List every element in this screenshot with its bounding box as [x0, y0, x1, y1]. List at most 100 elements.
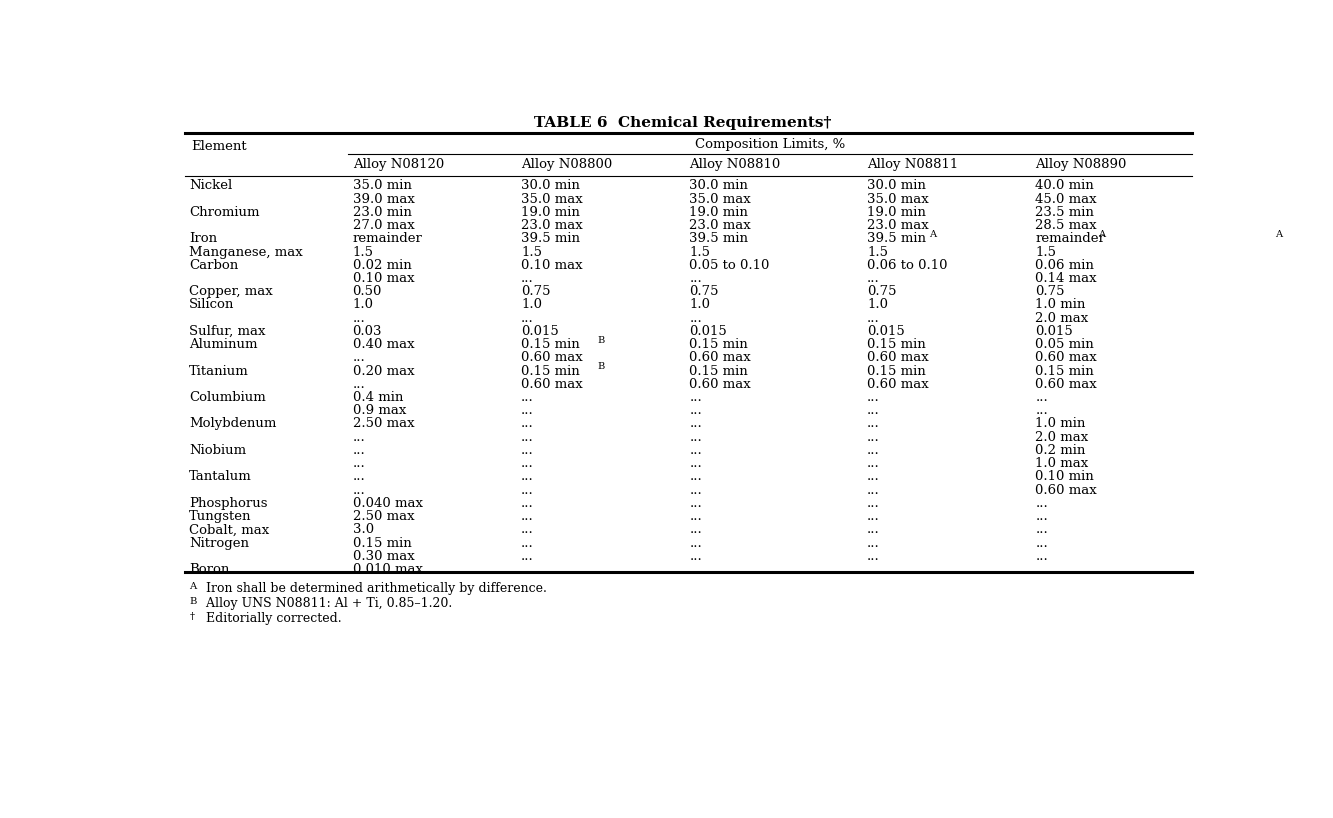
Text: Carbon: Carbon — [189, 258, 239, 272]
Text: ...: ... — [689, 470, 702, 483]
Text: †: † — [189, 612, 195, 621]
Text: Alloy N08800: Alloy N08800 — [521, 158, 612, 171]
Text: TABLE 6  Chemical Requirements†: TABLE 6 Chemical Requirements† — [535, 116, 832, 130]
Text: Alloy UNS N08811: Al + Ti, 0.85–1.20.: Alloy UNS N08811: Al + Ti, 0.85–1.20. — [201, 597, 452, 609]
Text: ...: ... — [1036, 510, 1048, 523]
Text: ...: ... — [866, 510, 880, 523]
Text: 40.0 min: 40.0 min — [1036, 179, 1094, 192]
Text: ...: ... — [1036, 497, 1048, 510]
Text: 0.040 max: 0.040 max — [352, 497, 423, 510]
Text: ...: ... — [521, 524, 533, 537]
Text: 0.75: 0.75 — [689, 285, 718, 299]
Text: Nickel: Nickel — [189, 179, 232, 192]
Text: ...: ... — [352, 470, 365, 483]
Text: 0.02 min: 0.02 min — [352, 258, 412, 272]
Text: Alloy N08811: Alloy N08811 — [866, 158, 958, 171]
Text: 19.0 min: 19.0 min — [689, 206, 748, 219]
Text: ...: ... — [1036, 404, 1048, 417]
Text: ...: ... — [866, 524, 880, 537]
Text: ...: ... — [352, 457, 365, 470]
Text: 0.60 max: 0.60 max — [521, 352, 583, 364]
Text: ...: ... — [689, 272, 702, 285]
Text: ...: ... — [689, 563, 702, 576]
Text: 0.75: 0.75 — [866, 285, 897, 299]
Text: 27.0 max: 27.0 max — [352, 219, 415, 232]
Text: 1.0: 1.0 — [689, 299, 710, 312]
Text: 23.0 max: 23.0 max — [866, 219, 929, 232]
Text: ...: ... — [866, 391, 880, 404]
Text: 0.15 min: 0.15 min — [866, 365, 926, 378]
Text: ...: ... — [866, 563, 880, 576]
Text: 35.0 min: 35.0 min — [352, 179, 412, 192]
Text: ...: ... — [1036, 550, 1048, 563]
Text: Alloy N08890: Alloy N08890 — [1036, 158, 1126, 171]
Text: ...: ... — [521, 417, 533, 430]
Text: ...: ... — [1036, 537, 1048, 550]
Text: 0.05 min: 0.05 min — [1036, 338, 1094, 351]
Text: B: B — [189, 597, 197, 606]
Text: 0.9 max: 0.9 max — [352, 404, 407, 417]
Text: 0.4 min: 0.4 min — [352, 391, 403, 404]
Text: 1.0: 1.0 — [352, 299, 373, 312]
Text: 45.0 max: 45.0 max — [1036, 193, 1097, 205]
Text: Iron shall be determined arithmetically by difference.: Iron shall be determined arithmetically … — [201, 582, 547, 595]
Text: ...: ... — [521, 550, 533, 563]
Text: remainder: remainder — [1036, 232, 1105, 245]
Text: ...: ... — [1036, 563, 1048, 576]
Text: ...: ... — [866, 444, 880, 457]
Text: 1.0: 1.0 — [521, 299, 543, 312]
Text: 1.5: 1.5 — [866, 245, 888, 258]
Text: 0.60 max: 0.60 max — [1036, 352, 1097, 364]
Text: Element: Element — [192, 140, 247, 153]
Text: ...: ... — [689, 524, 702, 537]
Text: ...: ... — [521, 470, 533, 483]
Text: 0.50: 0.50 — [352, 285, 383, 299]
Text: 0.06 min: 0.06 min — [1036, 258, 1094, 272]
Text: Tungsten: Tungsten — [189, 510, 252, 523]
Text: B: B — [597, 362, 605, 371]
Text: ...: ... — [521, 457, 533, 470]
Text: A: A — [929, 230, 936, 239]
Text: 0.60 max: 0.60 max — [521, 378, 583, 391]
Text: 0.15 min: 0.15 min — [521, 365, 580, 378]
Text: 0.30 max: 0.30 max — [352, 550, 415, 563]
Text: ...: ... — [352, 352, 365, 364]
Text: 1.0 min: 1.0 min — [1036, 417, 1086, 430]
Text: 1.5: 1.5 — [521, 245, 543, 258]
Text: 0.75: 0.75 — [521, 285, 551, 299]
Text: ...: ... — [521, 272, 533, 285]
Text: ...: ... — [689, 417, 702, 430]
Text: ...: ... — [352, 444, 365, 457]
Text: ...: ... — [521, 444, 533, 457]
Text: ...: ... — [866, 470, 880, 483]
Text: 30.0 min: 30.0 min — [689, 179, 748, 192]
Text: 0.60 max: 0.60 max — [689, 378, 750, 391]
Text: 0.60 max: 0.60 max — [866, 352, 929, 364]
Text: Molybdenum: Molybdenum — [189, 417, 277, 430]
Text: ...: ... — [352, 483, 365, 497]
Text: Sulfur, max: Sulfur, max — [189, 325, 265, 338]
Text: ...: ... — [866, 457, 880, 470]
Text: ...: ... — [866, 272, 880, 285]
Text: Editorially corrected.: Editorially corrected. — [201, 612, 341, 625]
Text: 30.0 min: 30.0 min — [521, 179, 580, 192]
Text: ...: ... — [521, 483, 533, 497]
Text: B: B — [597, 335, 605, 344]
Text: 2.0 max: 2.0 max — [1036, 431, 1089, 443]
Text: 23.5 min: 23.5 min — [1036, 206, 1094, 219]
Text: ...: ... — [689, 483, 702, 497]
Text: 0.10 max: 0.10 max — [521, 258, 583, 272]
Text: 0.60 max: 0.60 max — [1036, 378, 1097, 391]
Text: 1.0 min: 1.0 min — [1036, 299, 1086, 312]
Text: Iron: Iron — [189, 232, 217, 245]
Text: Alloy N08810: Alloy N08810 — [689, 158, 781, 171]
Text: Copper, max: Copper, max — [189, 285, 273, 299]
Text: ...: ... — [352, 431, 365, 443]
Text: ...: ... — [521, 537, 533, 550]
Text: ...: ... — [521, 563, 533, 576]
Text: ...: ... — [521, 391, 533, 404]
Text: ...: ... — [866, 312, 880, 325]
Text: Alloy N08120: Alloy N08120 — [352, 158, 444, 171]
Text: 35.0 max: 35.0 max — [689, 193, 750, 205]
Text: 0.40 max: 0.40 max — [352, 338, 415, 351]
